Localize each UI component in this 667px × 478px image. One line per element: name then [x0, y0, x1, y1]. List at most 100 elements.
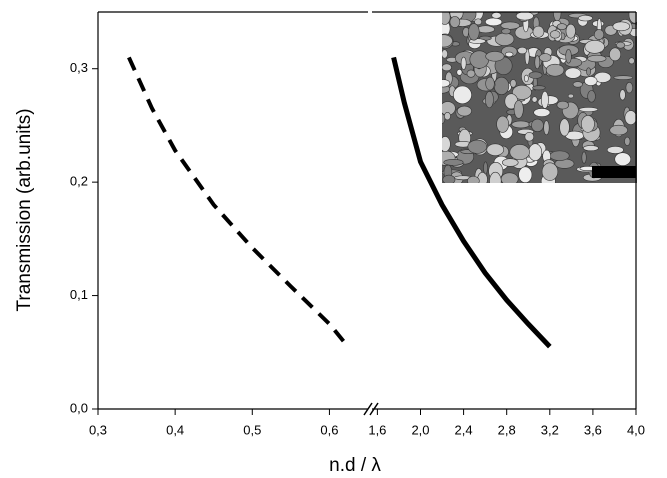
grain: [549, 30, 561, 39]
grain: [624, 110, 637, 125]
x-tick-label: 0,6: [320, 422, 338, 437]
grain: [584, 76, 598, 86]
grain: [486, 143, 505, 156]
grain: [523, 74, 529, 83]
grain: [543, 120, 550, 136]
grain: [442, 136, 451, 152]
grain: [452, 85, 472, 105]
grain: [466, 69, 476, 78]
grain: [494, 32, 515, 46]
grain: [625, 81, 634, 94]
grain: [528, 71, 543, 79]
grain: [549, 150, 570, 161]
axis-break: [369, 402, 379, 416]
x-tick-label: 3,2: [541, 422, 559, 437]
grain: [584, 40, 605, 54]
x-tick-label: 4,0: [627, 422, 645, 437]
grain: [572, 81, 583, 88]
grain: [531, 96, 538, 103]
grain: [489, 171, 502, 183]
grain: [442, 79, 451, 88]
axis-break: [363, 402, 373, 416]
grain: [587, 54, 607, 63]
grain: [460, 56, 467, 70]
grain: [442, 113, 446, 124]
grain: [540, 91, 549, 109]
grain: [531, 118, 544, 133]
grain: [533, 108, 551, 117]
grain: [628, 57, 635, 65]
grain: [467, 139, 488, 154]
grain: [534, 55, 541, 70]
grain: [545, 63, 565, 77]
grain: [628, 12, 637, 24]
x-tick-label: 2,8: [498, 422, 516, 437]
x-tick-label: 1,6: [368, 422, 386, 437]
grain: [456, 68, 463, 76]
grain: [556, 23, 567, 31]
grain: [501, 158, 519, 167]
grain: [442, 63, 452, 72]
grain: [509, 144, 530, 161]
grain: [619, 89, 626, 101]
inset-micrograph: [442, 12, 637, 183]
grain: [443, 159, 464, 166]
grain: [578, 15, 593, 22]
x-tick-label: 2,0: [411, 422, 429, 437]
grain: [511, 120, 531, 129]
grain: [532, 85, 546, 91]
grain: [581, 151, 587, 164]
grain: [442, 174, 456, 183]
grain: [578, 107, 599, 112]
scale-bar: [592, 166, 636, 178]
grain: [449, 16, 461, 28]
grain: [528, 143, 543, 162]
grain: [564, 67, 582, 79]
x-tick-label: 2,4: [455, 422, 473, 437]
grain: [513, 100, 524, 119]
grain: [586, 67, 592, 76]
grain: [456, 105, 472, 117]
grain: [616, 41, 626, 49]
grain: [583, 145, 599, 152]
grain: [587, 90, 596, 103]
grain: [442, 12, 451, 25]
grain: [501, 28, 512, 35]
grain: [468, 23, 480, 41]
grain: [496, 115, 510, 133]
grain: [532, 25, 545, 38]
grain: [524, 48, 530, 65]
data-line: [391, 56, 552, 349]
grain: [444, 112, 451, 121]
grain: [606, 146, 624, 154]
grain: [515, 12, 534, 21]
grain: [524, 131, 535, 142]
grain: [442, 34, 453, 48]
grain: [541, 162, 559, 181]
grain: [469, 50, 490, 69]
grain: [517, 46, 528, 55]
y-tick-label: 0,1: [70, 287, 88, 302]
grain: [613, 75, 634, 80]
grain: [500, 21, 520, 30]
grain: [556, 100, 569, 110]
grain: [485, 17, 503, 27]
grain: [493, 76, 510, 95]
grain: [565, 23, 576, 39]
grain: [567, 93, 574, 99]
y-tick-label: 0,2: [70, 174, 88, 189]
y-axis-title: Transmission (arb.units): [14, 108, 35, 311]
x-tick-label: 3,6: [584, 422, 602, 437]
x-axis-title: n.d / λ: [329, 455, 381, 476]
data-line: [127, 56, 350, 348]
grain: [624, 136, 631, 146]
grain: [581, 115, 595, 133]
grain: [504, 51, 514, 58]
x-tick-label: 0,5: [243, 422, 261, 437]
y-tick-label: 0,0: [70, 400, 88, 415]
grain: [612, 21, 631, 32]
grain: [484, 91, 494, 109]
grain: [565, 49, 572, 64]
